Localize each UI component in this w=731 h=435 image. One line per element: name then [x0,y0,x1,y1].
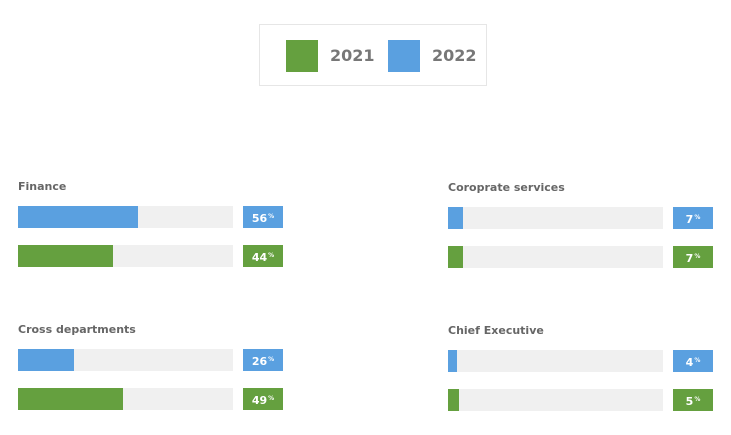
bar-track [18,388,233,410]
bar-2022 [448,350,457,372]
category-label: Chief Executive [448,324,544,337]
bar-track [448,350,663,372]
value-label-2022: 56% [243,206,283,228]
bar-track [18,206,233,228]
bar-2022 [18,349,74,371]
legend-label-2021: 2021 [330,46,375,65]
bar-2022 [18,206,139,228]
bar-2021 [18,245,113,267]
bar-track [448,246,663,268]
value-label-2021: 44% [243,245,283,267]
bar-track [18,349,233,371]
value-label-2022: 26% [243,349,283,371]
legend-swatch-2022 [388,40,420,72]
value-label-2022: 4% [673,350,713,372]
value-label-2021: 49% [243,388,283,410]
legend: 2021 2022 [259,24,487,86]
value-label-2021: 7% [673,246,713,268]
value-label-2022: 7% [673,207,713,229]
bar-2022 [448,207,464,229]
category-label: Finance [18,180,67,193]
bar-2021 [448,246,464,268]
bar-2021 [18,388,124,410]
bar-track [448,389,663,411]
bar-2021 [448,389,459,411]
category-label: Cross departments [18,323,136,336]
category-label: Coroprate services [448,181,565,194]
legend-label-2022: 2022 [432,46,477,65]
bar-track [18,245,233,267]
legend-swatch-2021 [286,40,318,72]
bar-track [448,207,663,229]
value-label-2021: 5% [673,389,713,411]
